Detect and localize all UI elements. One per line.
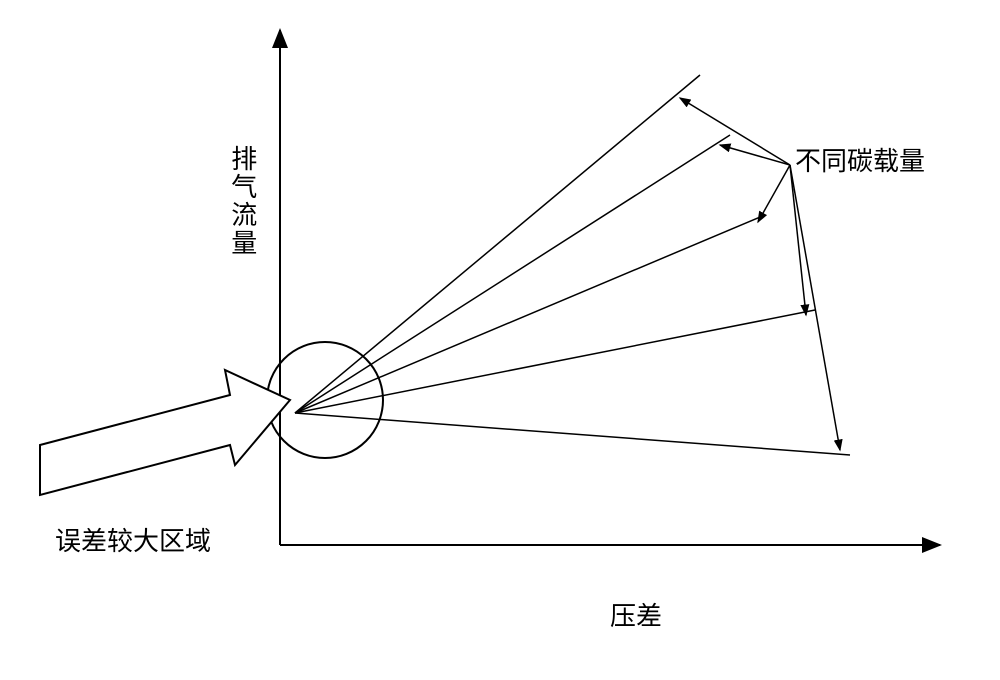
fan-line-1	[295, 135, 730, 413]
fan-line-0	[295, 75, 700, 413]
annotation-arrow-1	[720, 145, 790, 165]
annotation-arrow-0	[680, 98, 790, 165]
y-axis-label: 排气流量	[225, 145, 259, 257]
right-annotation-label: 不同碳载量	[795, 145, 925, 179]
x-axis-label: 压差	[610, 600, 662, 634]
annotation-arrow-2	[758, 165, 790, 222]
fan-lines	[295, 75, 850, 455]
block-arrow	[40, 370, 290, 495]
left-annotation-label: 误差较大区域	[55, 525, 211, 559]
annotation-arrow-4	[790, 165, 840, 450]
fan-line-2	[295, 215, 765, 413]
diagram-container: 排气流量 压差 不同碳载量 误差较大区域	[0, 0, 1000, 680]
diagram-svg	[0, 0, 1000, 680]
fan-line-4	[295, 413, 850, 455]
fan-line-3	[295, 310, 815, 413]
